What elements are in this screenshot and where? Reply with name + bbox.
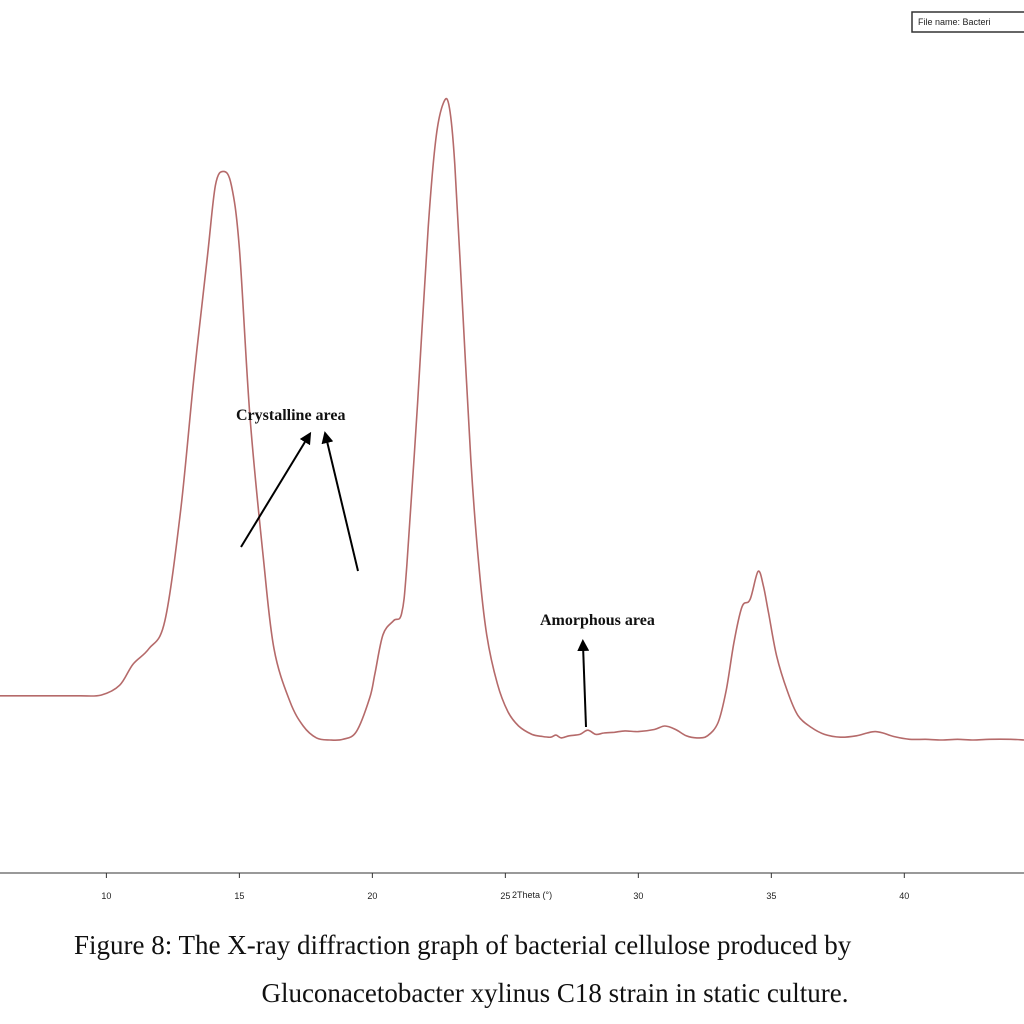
amorphous-annotation: Amorphous area <box>540 612 655 728</box>
crystalline-annotation: Crystalline area <box>236 407 359 572</box>
amorphous-label: Amorphous area <box>540 612 655 629</box>
x-tick-label: 25 <box>500 891 510 901</box>
figure-caption-line2: Gluconacetobacter xylinus C18 strain in … <box>261 978 849 1008</box>
x-tick-label: 15 <box>234 891 244 901</box>
crystalline-arrow-left <box>240 431 312 548</box>
crystalline-arrow-right <box>321 431 359 572</box>
file-name-box: File name: Bacteri <box>911 11 1024 33</box>
diffraction-curve <box>0 97 1024 742</box>
x-tick-label: 40 <box>899 891 909 901</box>
figure-caption-line1: Figure 8: The X-ray diffraction graph of… <box>74 930 852 960</box>
x-tick-label: 30 <box>633 891 643 901</box>
x-tick-label: 20 <box>367 891 377 901</box>
file-name-text: File name: Bacteri <box>918 17 991 27</box>
x-axis-ticks: 10 15 20 25 30 35 40 <box>101 873 909 901</box>
crystalline-label: Crystalline area <box>236 407 345 424</box>
x-tick-label: 35 <box>766 891 776 901</box>
x-tick-label: 10 <box>101 891 111 901</box>
x-axis-label: 2Theta (°) <box>512 890 552 900</box>
amorphous-arrow <box>577 639 590 728</box>
